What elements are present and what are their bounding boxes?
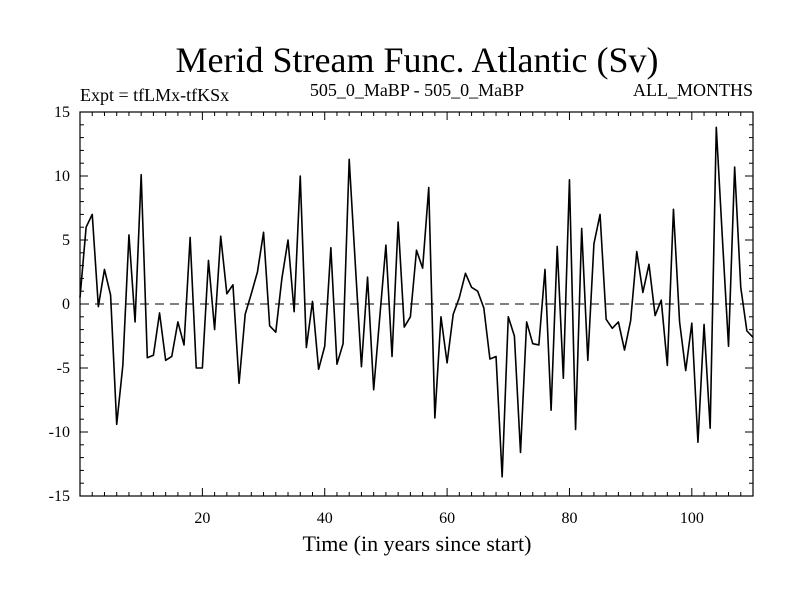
y-tick-label: 15 [54, 104, 70, 121]
chart-title: Merid Stream Func. Atlantic (Sv) [176, 40, 659, 80]
plot-area: -15 -10 -5 0 5 10 15 20 40 60 80 100 [49, 104, 754, 527]
plot-frame [79, 111, 754, 497]
x-tick-label: 80 [561, 510, 577, 527]
y-tick-label: -15 [49, 488, 70, 505]
x-tick-label: 20 [194, 510, 210, 527]
x-tick-label: 40 [317, 510, 333, 527]
subtitle-left: Expt = tfLMx-tfKSx [80, 85, 229, 105]
x-tick-label: 60 [439, 510, 455, 527]
x-tick-label: 100 [680, 510, 704, 527]
subtitle-center: 505_0_MaBP - 505_0_MaBP [310, 80, 524, 100]
y-tick-label: 10 [54, 168, 70, 185]
y-tick-label: 0 [62, 296, 70, 313]
x-axis-label: Time (in years since start) [303, 531, 532, 556]
y-tick-label: -5 [57, 360, 70, 377]
subtitle-right: ALL_MONTHS [633, 80, 753, 100]
y-tick-label: 5 [62, 232, 70, 249]
y-tick-label: -10 [49, 424, 70, 441]
series-line [79, 126, 754, 478]
